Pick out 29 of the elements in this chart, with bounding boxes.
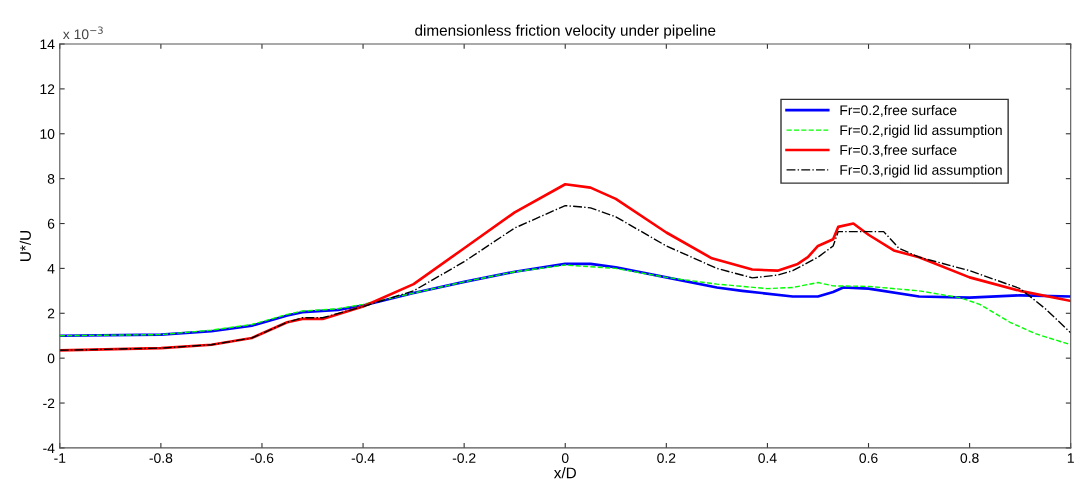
y-tick-label: 12	[40, 84, 55, 94]
y-tick-label: 10	[40, 129, 55, 139]
x-axis-title: x/D	[553, 467, 576, 479]
y-tick-label: 0	[47, 353, 55, 364]
legend-label: Fr=0.3,rigid lid assumption	[840, 164, 1002, 178]
x-tick-label: 1	[1067, 453, 1074, 463]
y-tick-label: 4	[47, 263, 55, 274]
x-tick-label: 0.2	[657, 453, 676, 463]
legend-label: Fr=0.2,free surface	[840, 104, 957, 117]
y-axis-title: U*/U	[19, 231, 31, 261]
y-tick-label: 8	[47, 173, 55, 184]
x-tick-label: -0.2	[452, 453, 476, 463]
y-tick-label: 14	[40, 39, 55, 50]
y-tick-label: 6	[47, 218, 55, 229]
text: x 10$^{−3}$	[62, 26, 103, 40]
x-tick-label: -1	[54, 453, 66, 463]
y-tick-label: 2	[47, 308, 55, 319]
x-tick-label: 0.8	[960, 453, 979, 463]
legend-label: Fr=0.3,free surface	[840, 144, 957, 157]
x-tick-label: 0.4	[758, 453, 777, 463]
x-tick-label: -0.4	[351, 453, 375, 463]
y-tick-label: -2	[43, 398, 55, 409]
x-tick-label: -0.8	[149, 453, 173, 463]
legend-label: Fr=0.2,rigid lid assumption	[840, 124, 1002, 138]
x-tick-label: -0.6	[250, 453, 274, 463]
x-tick-label: 0	[561, 453, 569, 463]
chart-title: dimensionless friction velocity under pipeline	[415, 24, 716, 39]
y-tick-label: -4	[43, 443, 55, 453]
x-tick-label: 0.6	[859, 453, 878, 463]
